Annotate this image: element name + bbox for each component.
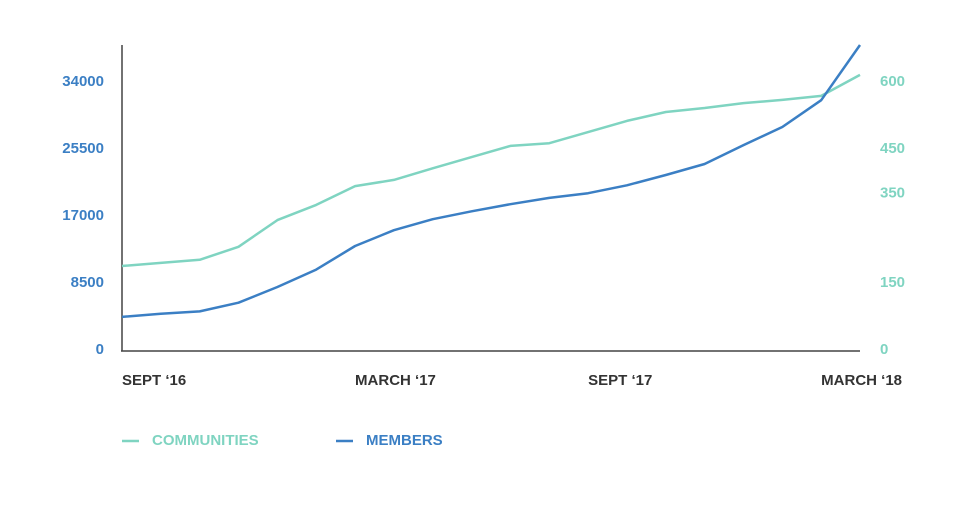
x-tick-label: SEPT ‘17 (588, 372, 652, 389)
series-line (121, 73, 861, 268)
x-tick-label: SEPT ‘16 (122, 372, 186, 389)
y-tick-label: 8500 (71, 274, 104, 291)
y-tick-label: 25500 (62, 140, 104, 157)
y2-tick-label: 350 (880, 185, 905, 202)
legend-label: COMMUNITIES (152, 432, 259, 449)
y2-tick-label: 450 (880, 140, 905, 157)
y-tick-label: 0 (96, 341, 104, 358)
x-tick-label: MARCH ‘17 (355, 372, 436, 389)
y2-tick-label: 0 (880, 341, 888, 358)
x-tick-label: MARCH ‘18 (821, 372, 902, 389)
series-line (121, 44, 862, 319)
y-tick-label: 34000 (62, 73, 104, 90)
y-tick-label: 17000 (62, 207, 104, 224)
legend-label: MEMBERS (366, 432, 443, 449)
y2-tick-label: 600 (880, 73, 905, 90)
y2-tick-label: 150 (880, 274, 905, 291)
